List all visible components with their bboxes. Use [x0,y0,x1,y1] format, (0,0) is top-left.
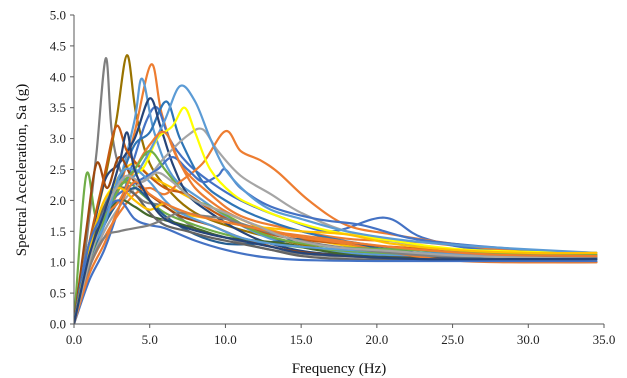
series-line-23 [74,199,598,324]
series-line-9 [74,97,598,324]
x-tick-label: 0.0 [66,332,82,347]
x-axis-title: Frequency (Hz) [292,361,387,377]
y-tick-label: 3.5 [50,100,66,115]
y-tick-label: 4.0 [50,69,66,84]
y-tick-label: 4.5 [50,38,66,53]
series-line-28 [74,131,598,324]
x-tick-label: 20.0 [365,332,388,347]
series-line-3 [74,63,598,324]
x-tick-label: 15.0 [290,332,313,347]
series-line-26 [74,180,598,324]
y-tick-label: 0.5 [50,286,66,301]
y-tick-label: 3.0 [50,131,66,146]
y-tick-label: 5.0 [50,8,66,23]
y-tick-label: 2.0 [50,193,66,208]
y-tick-label: 1.0 [50,255,66,270]
y-tick-label: 0.0 [50,317,66,332]
y-tick-label: 2.5 [50,162,66,177]
series-layer [74,54,598,324]
axis-layer: 0.0 5.0 10.0 15.0 20.0 25.0 30.0 35.0 0.0 0.5 1.0 1… [50,8,616,348]
series-line-25 [74,211,598,324]
x-tick-label: 5.0 [142,332,158,347]
x-tick-label: 10.0 [214,332,237,347]
y-axis-title: Spectral Acceleration, Sa (g) [14,84,30,256]
series-line-6 [74,100,598,324]
series-line-1 [74,57,598,324]
y-tick-label: 1.5 [50,224,66,239]
series-line-27 [74,171,598,324]
x-tick-label: 30.0 [517,332,540,347]
series-line-5 [74,77,598,324]
x-tick-label: 25.0 [441,332,464,347]
x-tick-label: 35.0 [593,332,616,347]
